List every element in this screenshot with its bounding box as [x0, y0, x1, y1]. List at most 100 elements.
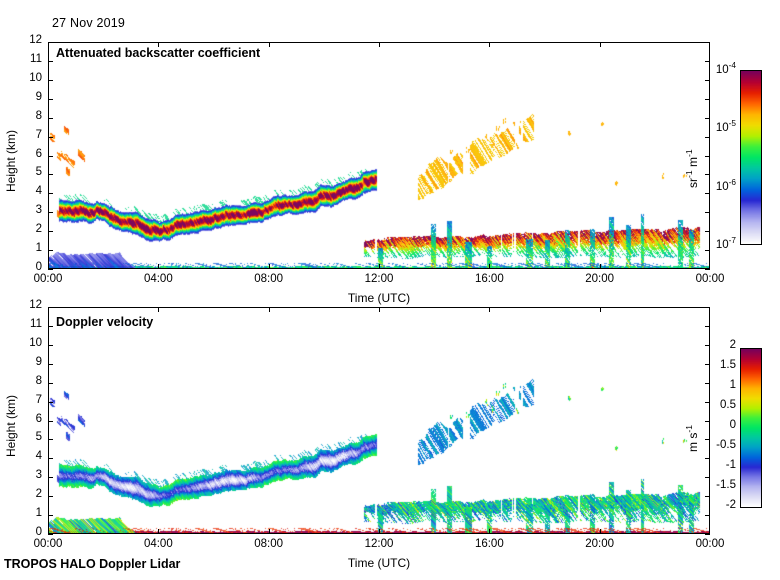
x-tick-mark: [379, 264, 380, 269]
x-tick-label: 00:00: [695, 538, 725, 550]
y-tick-label: 5: [35, 166, 42, 179]
x-tick-label: 08:00: [254, 538, 284, 550]
y-tick-mark-right: [705, 364, 710, 365]
y-tick-mark: [48, 421, 53, 422]
y-tick-label: 0: [35, 526, 42, 538]
y-tick-mark: [48, 496, 53, 497]
x-tick-mark: [269, 529, 270, 534]
y-tick-mark: [48, 458, 53, 459]
colorbar-tick-label: 2: [729, 339, 736, 351]
y-tick-mark-right: [705, 534, 710, 535]
y-tick-mark-right: [705, 515, 710, 516]
y-tick-label: 0: [35, 261, 42, 273]
y-tick-mark-right: [705, 383, 710, 384]
colorbar-tick-label: 1.5: [720, 359, 736, 371]
instrument-footer: TROPOS HALO Doppler Lidar: [4, 557, 181, 571]
y-tick-mark-right: [705, 477, 710, 478]
y-tick-mark-right: [705, 307, 710, 308]
y-tick-mark: [48, 193, 53, 194]
colorbar-tick-label: -0.5: [716, 439, 736, 451]
x-tick-label: 16:00: [474, 538, 504, 550]
y-tick-mark-right: [705, 231, 710, 232]
y-tick-mark: [48, 137, 53, 138]
colorbar-tick-label: 10-6: [715, 177, 736, 193]
y-tick-mark-right: [705, 250, 710, 251]
y-tick-mark: [48, 402, 53, 403]
y-tick-mark-right: [705, 421, 710, 422]
y-tick-label: 12: [29, 34, 42, 46]
x-tick-mark: [600, 264, 601, 269]
y-tick-mark: [48, 42, 53, 43]
x-tick-mark-top: [600, 307, 601, 312]
x-tick-mark-top: [379, 307, 380, 312]
y-tick-mark: [48, 326, 53, 327]
x-tick-label: 00:00: [695, 273, 725, 285]
colorbar-tick-label: 10-4: [715, 61, 736, 76]
y-tick-mark: [48, 534, 53, 535]
x-tick-mark: [489, 529, 490, 534]
y-tick-mark: [48, 118, 53, 119]
y-tick-label: 8: [35, 374, 42, 387]
y-tick-label: 11: [30, 317, 42, 330]
y-tick-label: 9: [35, 90, 42, 103]
x-tick-mark: [158, 529, 159, 534]
y-tick-label: 12: [29, 299, 42, 311]
y-tick-mark-right: [705, 118, 710, 119]
x-tick-mark: [158, 264, 159, 269]
x-tick-label: 20:00: [585, 538, 615, 550]
panel-label-backscatter: Attenuated backscatter coefficient: [56, 46, 261, 60]
x-tick-label: 12:00: [364, 273, 394, 285]
y-tick-mark-right: [705, 42, 710, 43]
y-tick-mark-right: [705, 439, 710, 440]
y-tick-mark-right: [705, 326, 710, 327]
x-tick-mark-top: [158, 42, 159, 47]
y-tick-mark: [48, 383, 53, 384]
plot-area-doppler: [48, 307, 710, 534]
x-tick-label: 08:00: [254, 273, 284, 285]
colorbar-title-doppler: m s-1: [684, 424, 700, 452]
y-tick-label: 4: [35, 185, 42, 198]
y-tick-mark: [48, 231, 53, 232]
y-tick-mark-right: [705, 402, 710, 403]
y-tick-mark-right: [705, 137, 710, 138]
colorbar-backscatter: [740, 70, 762, 245]
y-tick-label: 1: [35, 507, 42, 520]
y-tick-label: 1: [35, 242, 42, 255]
y-tick-mark-right: [705, 80, 710, 81]
y-tick-mark-right: [705, 99, 710, 100]
x-tick-mark: [269, 264, 270, 269]
x-tick-label: 16:00: [474, 273, 504, 285]
x-tick-label: 04:00: [143, 538, 173, 550]
x-tick-label: 20:00: [585, 273, 615, 285]
y-tick-label: 9: [35, 355, 42, 368]
y-tick-mark-right: [705, 156, 710, 157]
x-tick-mark: [600, 529, 601, 534]
y-tick-mark: [48, 250, 53, 251]
y-tick-mark: [48, 174, 53, 175]
x-tick-label: 04:00: [143, 273, 173, 285]
x-tick-mark-top: [379, 42, 380, 47]
y-tick-label: 6: [35, 412, 42, 425]
x-axis-title-doppler: Time (UTC): [347, 556, 411, 570]
x-tick-mark: [489, 264, 490, 269]
y-tick-label: 6: [35, 147, 42, 160]
y-tick-mark-right: [705, 61, 710, 62]
y-tick-mark: [48, 212, 53, 213]
colorbar-tick-label: -2: [725, 499, 736, 511]
y-tick-mark-right: [705, 496, 710, 497]
y-tick-mark: [48, 80, 53, 81]
x-tick-mark-top: [158, 307, 159, 312]
y-tick-label: 2: [35, 223, 42, 236]
y-tick-mark-right: [705, 345, 710, 346]
y-tick-label: 7: [35, 128, 42, 141]
colorbar-doppler: [740, 348, 762, 508]
y-tick-mark: [48, 61, 53, 62]
y-tick-label: 10: [29, 336, 42, 349]
y-tick-label: 3: [35, 469, 42, 482]
y-tick-mark: [48, 156, 53, 157]
y-tick-label: 11: [30, 52, 42, 65]
colorbar-tick-label: -1.5: [716, 479, 736, 491]
panel-label-doppler: Doppler velocity: [56, 315, 154, 329]
y-tick-mark-right: [705, 458, 710, 459]
